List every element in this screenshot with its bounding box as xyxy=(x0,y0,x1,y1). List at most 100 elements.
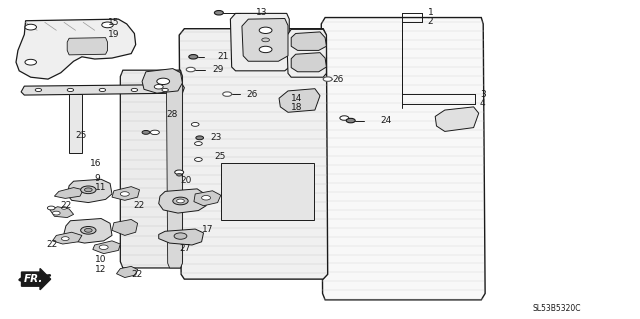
Circle shape xyxy=(67,88,74,92)
Circle shape xyxy=(340,116,349,120)
Polygon shape xyxy=(435,107,479,131)
Circle shape xyxy=(25,59,36,65)
Text: 12: 12 xyxy=(95,265,106,274)
Circle shape xyxy=(131,88,138,92)
Text: 27: 27 xyxy=(179,244,191,253)
Circle shape xyxy=(323,77,332,81)
Circle shape xyxy=(47,206,55,210)
Circle shape xyxy=(177,199,184,203)
Text: 3: 3 xyxy=(480,90,486,99)
Polygon shape xyxy=(142,69,182,93)
Circle shape xyxy=(52,211,60,215)
Polygon shape xyxy=(159,229,204,245)
Polygon shape xyxy=(116,266,138,278)
Circle shape xyxy=(186,67,195,72)
Text: 9: 9 xyxy=(95,174,100,182)
Text: 22: 22 xyxy=(131,271,143,279)
Circle shape xyxy=(162,88,168,92)
Circle shape xyxy=(259,46,272,53)
Polygon shape xyxy=(21,85,184,95)
Polygon shape xyxy=(242,19,288,61)
Circle shape xyxy=(150,130,159,135)
Text: 2: 2 xyxy=(428,17,433,26)
Circle shape xyxy=(195,142,202,145)
Polygon shape xyxy=(50,207,74,218)
Polygon shape xyxy=(291,32,326,50)
Circle shape xyxy=(173,197,188,205)
Text: 18: 18 xyxy=(291,103,303,112)
Polygon shape xyxy=(230,13,289,71)
Polygon shape xyxy=(69,94,82,153)
Circle shape xyxy=(177,174,182,176)
Text: 26: 26 xyxy=(246,90,258,99)
Polygon shape xyxy=(67,179,112,203)
Circle shape xyxy=(102,22,113,28)
Polygon shape xyxy=(112,187,140,200)
Circle shape xyxy=(84,228,92,232)
Polygon shape xyxy=(194,191,221,206)
Circle shape xyxy=(61,237,69,241)
Circle shape xyxy=(214,11,223,15)
Circle shape xyxy=(191,122,199,126)
Polygon shape xyxy=(54,188,83,198)
Text: 25: 25 xyxy=(76,131,87,140)
Text: 10: 10 xyxy=(95,255,106,263)
Text: 29: 29 xyxy=(212,65,224,74)
Circle shape xyxy=(84,188,92,192)
Circle shape xyxy=(81,186,96,194)
Circle shape xyxy=(157,78,170,85)
Circle shape xyxy=(223,92,232,96)
Text: 16: 16 xyxy=(90,159,101,168)
Polygon shape xyxy=(166,72,182,268)
Circle shape xyxy=(196,136,204,140)
Circle shape xyxy=(120,192,129,196)
Circle shape xyxy=(81,226,96,234)
Text: 25: 25 xyxy=(214,152,226,161)
Text: 21: 21 xyxy=(218,52,229,61)
Polygon shape xyxy=(67,38,108,55)
Text: 20: 20 xyxy=(180,176,192,185)
Circle shape xyxy=(262,38,269,42)
Circle shape xyxy=(175,170,184,174)
Text: 19: 19 xyxy=(108,30,119,39)
Circle shape xyxy=(61,207,67,209)
Polygon shape xyxy=(221,163,314,220)
Polygon shape xyxy=(16,19,136,79)
Circle shape xyxy=(99,88,106,92)
Polygon shape xyxy=(93,241,120,254)
Text: 15: 15 xyxy=(108,19,119,27)
Text: 22: 22 xyxy=(46,241,58,249)
Text: 24: 24 xyxy=(381,116,392,125)
Circle shape xyxy=(154,85,163,89)
Circle shape xyxy=(195,158,202,161)
Circle shape xyxy=(99,245,108,249)
Polygon shape xyxy=(120,70,182,268)
Polygon shape xyxy=(321,18,485,300)
Polygon shape xyxy=(287,29,326,77)
Circle shape xyxy=(142,130,150,134)
Text: 13: 13 xyxy=(256,8,268,17)
Circle shape xyxy=(25,24,36,30)
Polygon shape xyxy=(279,89,320,112)
Circle shape xyxy=(346,118,355,123)
Polygon shape xyxy=(112,219,138,235)
Circle shape xyxy=(202,196,211,200)
Circle shape xyxy=(35,88,42,92)
Circle shape xyxy=(189,55,198,59)
Text: 11: 11 xyxy=(95,183,106,192)
Text: 14: 14 xyxy=(291,94,303,103)
Text: 17: 17 xyxy=(202,225,213,234)
Text: 26: 26 xyxy=(333,75,344,84)
Polygon shape xyxy=(179,29,328,279)
Text: SL53B5320C: SL53B5320C xyxy=(532,304,581,313)
Text: 22: 22 xyxy=(61,201,72,210)
Polygon shape xyxy=(159,189,206,213)
Circle shape xyxy=(174,233,187,239)
Text: 22: 22 xyxy=(133,201,145,210)
Circle shape xyxy=(259,27,272,33)
Polygon shape xyxy=(291,53,326,72)
Polygon shape xyxy=(64,219,112,243)
Text: 4: 4 xyxy=(480,99,486,108)
Text: 28: 28 xyxy=(166,110,178,119)
Text: FR.: FR. xyxy=(24,274,43,284)
